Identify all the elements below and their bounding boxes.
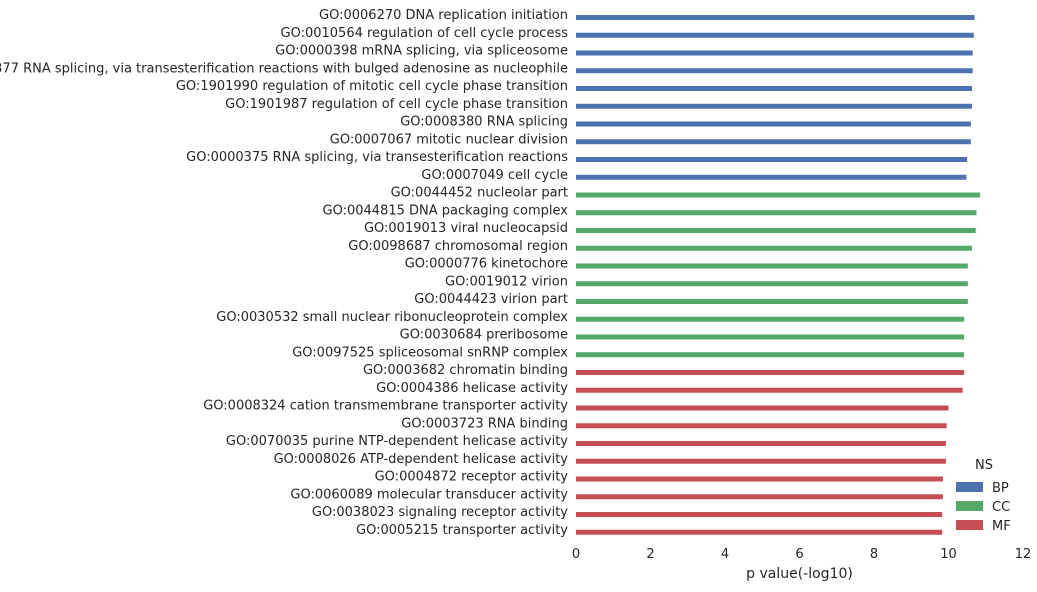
- category-label-2: GO:0010564 regulation of cell cycle proc…: [281, 26, 569, 41]
- legend-label-bp: BP: [992, 481, 1009, 496]
- bar-bp-6: [576, 103, 972, 109]
- bar-cc-19: [576, 334, 965, 340]
- bar-cc-16: [576, 281, 968, 287]
- x-tick-labels: 0 2 4 6 8 10 12: [572, 547, 1031, 562]
- category-label-27: GO:0004872 receptor activity: [375, 470, 569, 485]
- category-label-12: GO:0044815 DNA packaging complex: [323, 203, 569, 218]
- x-tick-label-12: 12: [1015, 547, 1032, 562]
- bar-mf-25: [576, 441, 946, 446]
- category-label-15: GO:0000776 kinetochore: [405, 257, 568, 272]
- category-label-14: GO:0098687 chromosomal region: [348, 239, 568, 254]
- x-tick-label-2: 2: [646, 547, 654, 562]
- category-label-8: GO:0007067 mitotic nuclear division: [330, 132, 568, 147]
- legend-label-cc: CC: [992, 500, 1010, 515]
- bar-bp-3: [576, 50, 973, 56]
- bar-bp-2: [576, 32, 974, 38]
- bar-cc-20: [576, 352, 965, 358]
- category-label-26: GO:0008026 ATP-dependent helicase activi…: [274, 452, 569, 467]
- category-label-5: GO:1901990 regulation of mitotic cell cy…: [176, 79, 568, 94]
- category-label-22: GO:0004386 helicase activity: [376, 381, 568, 396]
- legend-label-mf: MF: [992, 519, 1011, 534]
- category-label-16: GO:0019012 virion: [445, 274, 568, 289]
- bar-bp-10: [576, 174, 967, 180]
- category-label-28: GO:0060089 molecular transducer activity: [290, 487, 568, 502]
- legend-title: NS: [975, 458, 993, 473]
- category-label-29: GO:0038023 signaling receptor activity: [312, 505, 568, 520]
- bar-mf-23: [576, 405, 949, 411]
- x-axis-label: p value(-log10): [746, 566, 853, 582]
- legend-swatch-mf: [956, 520, 983, 530]
- category-label-18: GO:0030532 small nuclear ribonucleoprote…: [216, 310, 568, 325]
- bar-bp-5: [576, 86, 972, 91]
- bar-mf-26: [576, 458, 946, 464]
- bar-bp-4: [576, 68, 973, 74]
- category-label-23: GO:0008324 cation transmembrane transpor…: [203, 399, 568, 414]
- x-tick-label-0: 0: [572, 547, 580, 562]
- legend-swatch-cc: [956, 501, 983, 511]
- bars-layer: [576, 15, 981, 535]
- bar-cc-11: [576, 192, 981, 198]
- bar-mf-22: [576, 387, 963, 393]
- category-label-9: GO:0000375 RNA splicing, via transesteri…: [186, 150, 568, 165]
- category-labels: GO:0006270 DNA replication initiation GO:…: [0, 8, 568, 538]
- bar-mf-24: [576, 423, 947, 429]
- x-tick-label-10: 10: [940, 547, 957, 562]
- bar-mf-21: [576, 370, 965, 375]
- bar-mf-28: [576, 494, 943, 500]
- x-tick-label-8: 8: [870, 547, 878, 562]
- category-label-30: GO:0005215 transporter activity: [356, 523, 568, 538]
- category-label-24: GO:0003723 RNA binding: [401, 416, 568, 431]
- category-label-17: GO:0044423 virion part: [414, 292, 568, 307]
- category-label-4: GO:0000377 RNA splicing, via transesteri…: [0, 61, 568, 76]
- category-label-1: GO:0006270 DNA replication initiation: [319, 8, 568, 23]
- category-label-19: GO:0030684 preribosome: [400, 328, 568, 343]
- bar-bp-8: [576, 139, 971, 145]
- bar-mf-29: [576, 512, 943, 517]
- category-label-20: GO:0097525 spliceosomal snRNP complex: [292, 345, 568, 360]
- bar-mf-30: [576, 529, 943, 535]
- bar-cc-14: [576, 245, 972, 251]
- bar-cc-15: [576, 263, 968, 269]
- bar-bp-9: [576, 157, 968, 162]
- category-label-10: GO:0007049 cell cycle: [421, 168, 568, 183]
- bar-bp-1: [576, 15, 975, 20]
- bar-cc-12: [576, 210, 977, 216]
- category-label-25: GO:0070035 purine NTP-dependent helicase…: [226, 434, 568, 449]
- category-label-3: GO:0000398 mRNA splicing, via spliceosom…: [275, 44, 568, 59]
- category-label-6: GO:1901987 regulation of cell cycle phas…: [225, 97, 568, 112]
- bar-cc-18: [576, 316, 965, 322]
- bar-cc-17: [576, 299, 968, 304]
- bar-mf-27: [576, 476, 943, 482]
- bar-bp-7: [576, 121, 971, 127]
- category-label-21: GO:0003682 chromatin binding: [363, 363, 568, 378]
- x-tick-label-4: 4: [721, 547, 729, 562]
- category-label-11: GO:0044452 nucleolar part: [391, 186, 568, 201]
- bar-cc-13: [576, 228, 976, 233]
- x-tick-label-6: 6: [795, 547, 803, 562]
- category-label-7: GO:0008380 RNA splicing: [400, 115, 568, 130]
- legend: NS BP CC MF: [956, 458, 1011, 534]
- legend-swatch-bp: [956, 482, 983, 492]
- category-label-13: GO:0019013 viral nucleocapsid: [364, 221, 568, 236]
